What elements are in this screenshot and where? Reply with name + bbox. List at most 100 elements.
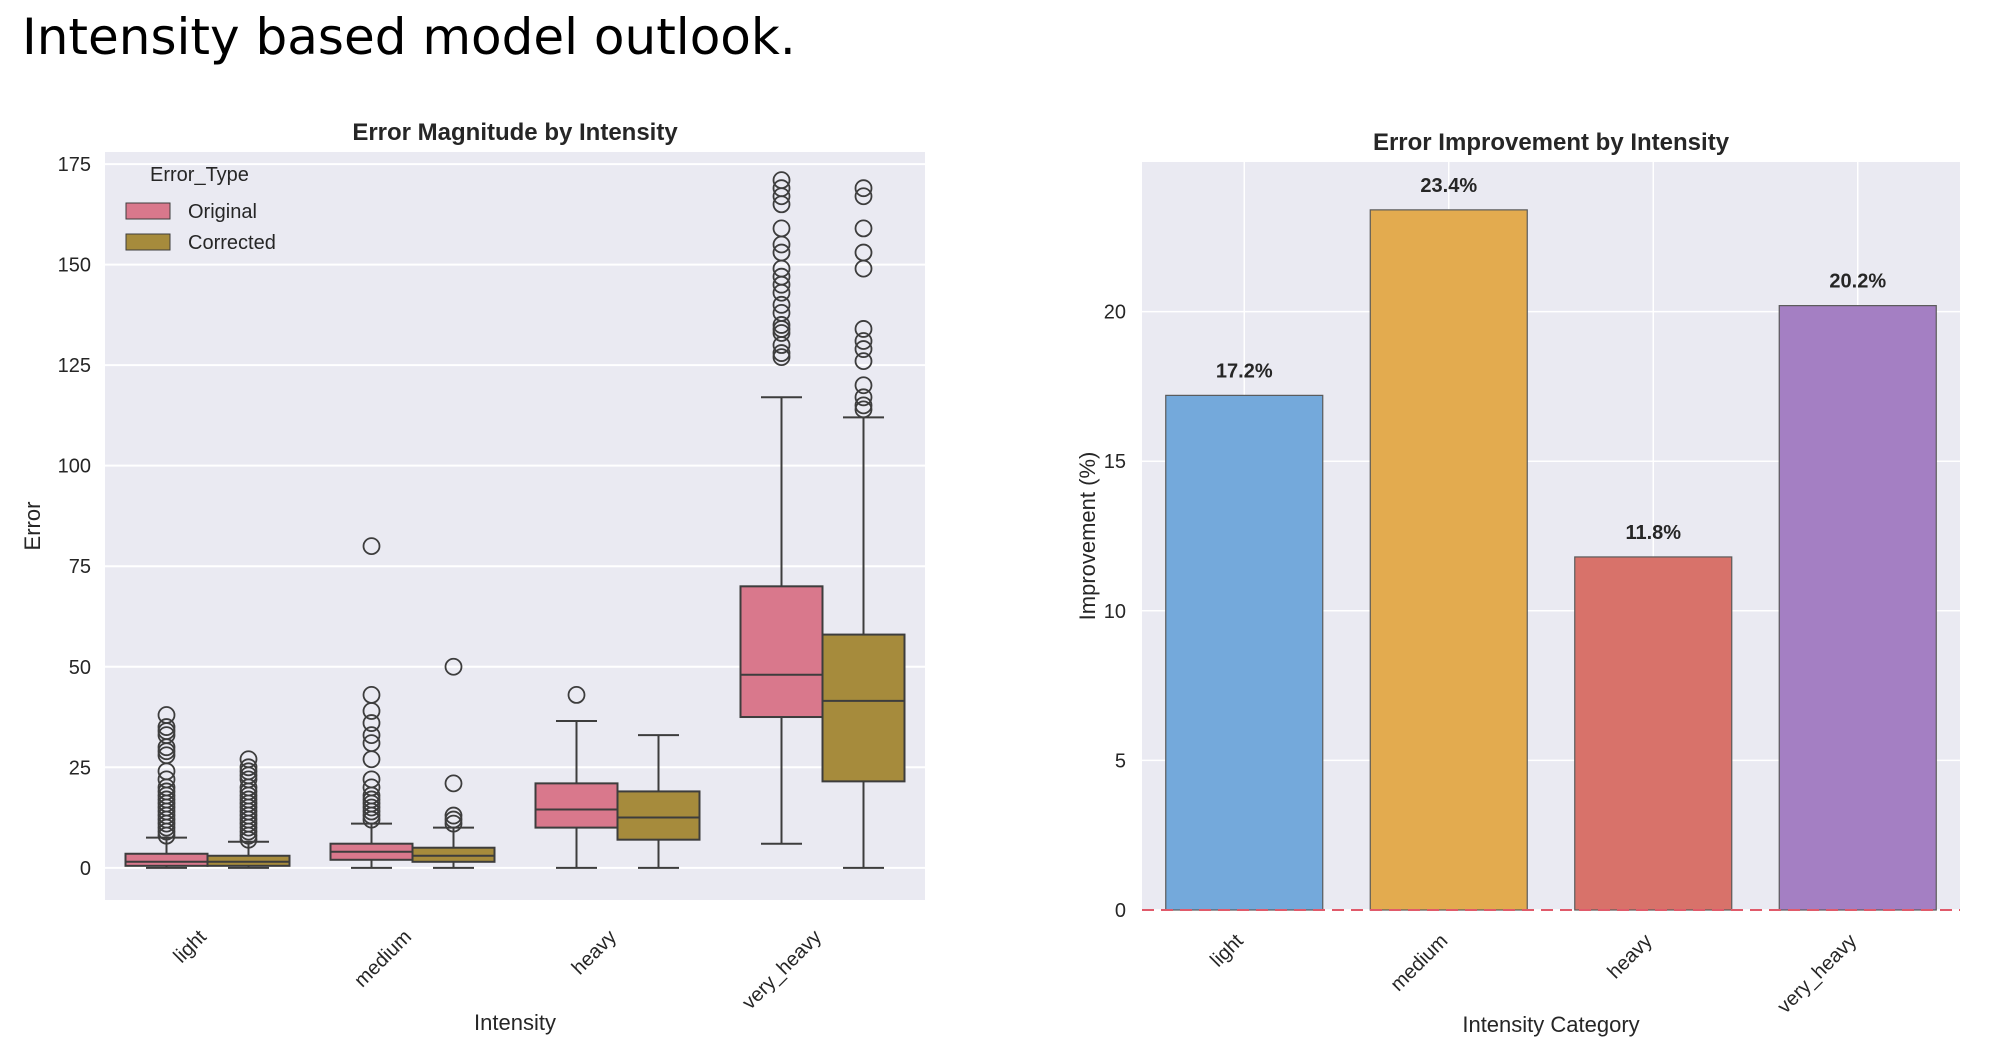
outlier-point	[772, 324, 791, 342]
outlier-point	[239, 758, 258, 777]
x-tick-label: very_heavy	[738, 926, 826, 1014]
data-label: 23.4%	[1420, 175, 1477, 197]
outlier-point	[362, 734, 381, 753]
box-iqr	[821, 633, 906, 783]
outlier-point	[444, 806, 463, 825]
outlier-point	[444, 657, 463, 676]
outlier-point	[854, 179, 873, 198]
outlier-point	[772, 219, 791, 238]
bar-very_heavy	[1778, 305, 1937, 911]
outlier-point	[239, 762, 258, 781]
box-original-medium	[329, 537, 414, 869]
y-axis-label: Improvement (%)	[1075, 452, 1100, 621]
outlier-point	[157, 706, 176, 724]
x-axis-label: Intensity	[474, 1010, 556, 1035]
y-tick-label: 125	[58, 355, 91, 377]
bar-heavy	[1574, 556, 1733, 911]
x-tick-label: light	[1206, 930, 1248, 972]
outlier-point	[362, 537, 381, 556]
outlier-point	[362, 790, 381, 809]
box-iqr	[124, 852, 209, 867]
box-original-very_heavy	[739, 171, 824, 845]
outlier-point	[444, 814, 463, 833]
x-tick-label: medium	[350, 926, 416, 992]
outlier-point	[854, 352, 873, 371]
outlier-point	[362, 798, 381, 817]
y-tick-label: 20	[1104, 302, 1126, 324]
box-plot-chart: 0 25 50 75 100 125 150 175 Error Magnitude by In…	[20, 119, 925, 1035]
outlier-point	[854, 400, 873, 419]
box-iqr	[206, 854, 291, 867]
outlier-point	[239, 790, 258, 809]
outlier-point	[772, 179, 791, 198]
outlier-point	[854, 396, 873, 415]
outlier-point	[772, 303, 791, 322]
outlier-point	[362, 714, 381, 732]
x-tick-label: light	[170, 926, 212, 968]
box-iqr	[739, 585, 824, 719]
outlier-point	[157, 746, 176, 765]
outlier-point	[772, 267, 791, 286]
outlier-point	[772, 348, 791, 366]
y-tick-label: 15	[1104, 451, 1126, 473]
x-tick-label: very_heavy	[1773, 930, 1861, 1018]
legend-title: Error_Type	[150, 164, 249, 186]
outlier-point	[362, 778, 381, 797]
box-original-light	[124, 706, 209, 869]
legend-swatch	[125, 202, 171, 220]
box-iqr	[616, 790, 701, 841]
outlier-point	[854, 187, 873, 206]
legend-label: Corrected	[188, 232, 276, 254]
outlier-point	[157, 790, 176, 809]
box-corrected-light	[206, 750, 291, 869]
y-tick-label: 0	[80, 858, 91, 880]
outlier-point	[772, 295, 791, 314]
x-tick-label: heavy	[1603, 930, 1656, 983]
x-tick-label: medium	[1386, 930, 1452, 996]
outlier-point	[362, 770, 381, 789]
outlier-point	[444, 810, 463, 829]
outlier-point	[239, 750, 258, 769]
outlier-point	[567, 686, 586, 704]
legend-label: Original	[188, 201, 257, 223]
chart-title: Error Improvement by Intensity	[1373, 129, 1730, 156]
data-label: 17.2%	[1216, 360, 1273, 382]
outlier-point	[239, 770, 258, 789]
box-iqr	[411, 846, 496, 863]
box-corrected-heavy	[616, 734, 701, 869]
outlier-point	[854, 219, 873, 238]
legend-swatch	[125, 233, 171, 251]
data-label: 20.2%	[1829, 271, 1886, 293]
box-iqr	[534, 782, 619, 829]
x-axis-label: Intensity Category	[1462, 1012, 1639, 1037]
data-label: 11.8%	[1625, 522, 1681, 544]
legend: Error_Type Original Corrected	[125, 164, 276, 254]
x-tick-label: heavy	[568, 926, 621, 979]
y-tick-label: 0	[1115, 900, 1126, 922]
y-tick-label: 100	[58, 456, 91, 478]
outlier-point	[157, 718, 176, 736]
outlier-point	[772, 344, 791, 362]
y-tick-label: 75	[69, 556, 91, 578]
bar-chart: 0 5 10 15 20 Error Improvement by Intensity Im…	[1075, 129, 1960, 1037]
outlier-point	[772, 243, 791, 262]
outlier-point	[772, 171, 791, 190]
y-tick-label: 5	[1115, 750, 1126, 772]
y-tick-label: 50	[69, 657, 91, 679]
box-original-heavy	[534, 686, 619, 869]
page-title: Intensity based model outlook.	[22, 8, 796, 66]
bar-light	[1165, 394, 1324, 911]
y-tick-label: 10	[1104, 601, 1126, 623]
outlier-point	[772, 316, 791, 334]
outlier-point	[854, 388, 873, 407]
outlier-point	[854, 320, 873, 338]
outlier-point	[854, 243, 873, 262]
box-corrected-medium	[411, 657, 496, 869]
outlier-point	[362, 726, 381, 745]
outlier-point	[157, 770, 176, 789]
outlier-point	[854, 332, 873, 350]
chart-title: Error Magnitude by Intensity	[352, 119, 678, 146]
outlier-point	[444, 774, 463, 793]
bar-medium	[1369, 209, 1528, 911]
y-tick-label: 175	[58, 154, 91, 176]
